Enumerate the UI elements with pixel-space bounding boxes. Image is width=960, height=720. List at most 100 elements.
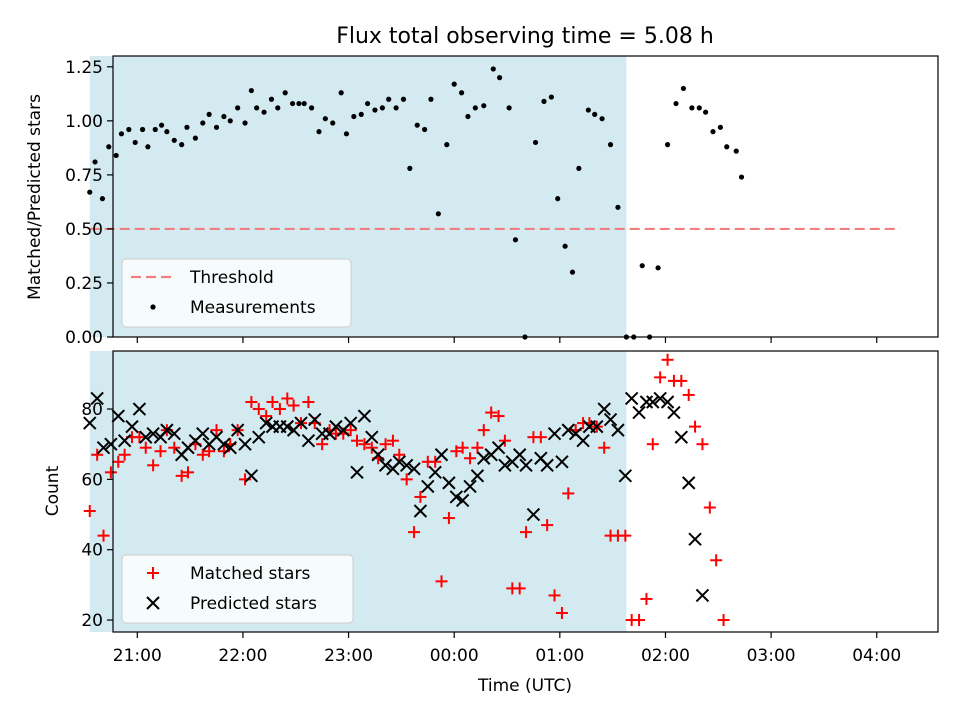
measurement-point xyxy=(248,87,254,94)
predicted-star-point xyxy=(111,409,125,423)
x-tick-label: 00:00 xyxy=(430,646,479,666)
matched-star-point xyxy=(133,431,146,444)
legend-top-box xyxy=(121,258,352,328)
legend-item-threshold: Threshold xyxy=(189,268,274,288)
predicted-star-point xyxy=(434,448,449,462)
matched-star-point xyxy=(316,438,329,451)
predicted-star-point xyxy=(449,490,464,504)
predicted-star-point xyxy=(407,462,421,476)
predicted-star-point xyxy=(618,469,633,483)
measurement-point xyxy=(275,105,281,111)
measurement-point xyxy=(118,131,125,137)
measurement-point xyxy=(343,131,350,137)
matched-star-point xyxy=(386,434,399,447)
matched-star-point xyxy=(654,371,667,384)
measurement-point xyxy=(289,100,296,107)
measurement-point xyxy=(316,129,322,135)
matched-star-point xyxy=(548,589,561,602)
predicted-star-point xyxy=(688,532,702,546)
matched-star-point xyxy=(429,455,442,468)
measurement-point xyxy=(703,109,709,115)
measurement-point xyxy=(139,126,146,133)
top-y-tick-label: 0.25 xyxy=(65,274,103,294)
matched-star-point xyxy=(196,448,209,461)
matched-star-point xyxy=(168,441,181,454)
predicted-star-point xyxy=(104,437,118,451)
predicted-star-point xyxy=(365,430,379,444)
predicted-star-point xyxy=(455,493,470,508)
top-y-tick-label: 1.25 xyxy=(65,58,103,78)
x-tick-label: 01:00 xyxy=(535,646,584,666)
measurement-point xyxy=(171,137,177,143)
legend-item-matched: Matched stars xyxy=(190,564,310,584)
measurement-point xyxy=(506,105,512,111)
x-axis-label: Time (UTC) xyxy=(477,676,572,696)
predicted-star-point xyxy=(329,419,343,434)
predicted-star-point xyxy=(83,416,97,430)
matched-star-point xyxy=(485,406,498,419)
measurement-point xyxy=(132,139,138,146)
measurement-point xyxy=(400,96,407,102)
measurement-point xyxy=(364,100,371,107)
measurement-point xyxy=(472,105,478,111)
measurement-point xyxy=(322,116,328,122)
measurement-point xyxy=(282,90,288,96)
matched-star-point xyxy=(435,575,448,588)
top-y-tick-label: 1.00 xyxy=(65,112,103,132)
predicted-star-point xyxy=(230,423,245,437)
predicted-star-point xyxy=(491,441,506,455)
matched-star-point xyxy=(633,614,646,627)
measurement-point xyxy=(532,139,539,146)
predicted-star-point xyxy=(223,441,237,455)
bottom-y-tick-label: 20 xyxy=(81,611,103,631)
matched-star-point xyxy=(139,441,152,454)
measurement-point xyxy=(126,126,132,133)
predicted-star-point xyxy=(343,416,358,430)
predicted-star-point xyxy=(308,412,322,427)
bottom-plot-frame xyxy=(112,350,939,633)
matched-star-point xyxy=(351,434,364,447)
predicted-star-point xyxy=(540,458,554,473)
predicted-star-point xyxy=(660,395,675,409)
measurement-point xyxy=(152,126,158,133)
matched-star-point xyxy=(562,487,575,500)
measurement-point xyxy=(733,148,739,154)
predicted-star-point xyxy=(681,476,696,490)
predicted-star-point xyxy=(590,419,604,434)
matched-star-point xyxy=(414,490,427,503)
measurement-point xyxy=(639,263,645,269)
measurement-point xyxy=(200,120,206,126)
matched-star-point xyxy=(175,469,188,482)
measurement-point xyxy=(393,105,399,111)
x-tick-label: 02:00 xyxy=(641,646,690,666)
top-y-axis: 0.00 0.25 0.50 0.75 1.00 1.25 xyxy=(65,58,113,348)
measurement-point xyxy=(451,81,457,87)
measurements-layer xyxy=(87,66,745,340)
matched-star-point xyxy=(358,438,371,451)
predicted-star-point xyxy=(125,419,139,434)
x-tick-label: 03:00 xyxy=(747,646,796,666)
predicted-star-point xyxy=(512,448,527,462)
measurement-point xyxy=(414,122,420,128)
measurement-point xyxy=(113,152,119,159)
matched-star-point xyxy=(703,501,716,514)
matched-star-point xyxy=(252,403,265,416)
predicted-star-point xyxy=(378,458,393,473)
matched-star-point xyxy=(83,505,96,518)
matched-star-point xyxy=(555,607,568,620)
matched-star-point xyxy=(91,448,104,461)
predicted-star-point xyxy=(167,426,181,441)
matched-star-point xyxy=(344,424,357,437)
predicted-star-point xyxy=(392,455,406,469)
measurement-point xyxy=(184,124,190,130)
predicted-star-point xyxy=(96,441,111,455)
matched-star-point xyxy=(400,473,413,486)
matched-star-point xyxy=(97,529,110,542)
predicted-star-point xyxy=(561,423,575,437)
measurement-point xyxy=(435,211,441,217)
matched-star-point xyxy=(273,403,286,416)
matched-star-point xyxy=(513,582,526,595)
chart-title: Flux total observing time = 5.08 h xyxy=(336,24,714,49)
top-y-tick-label: 0.50 xyxy=(65,220,103,240)
matched-star-point xyxy=(717,614,730,627)
